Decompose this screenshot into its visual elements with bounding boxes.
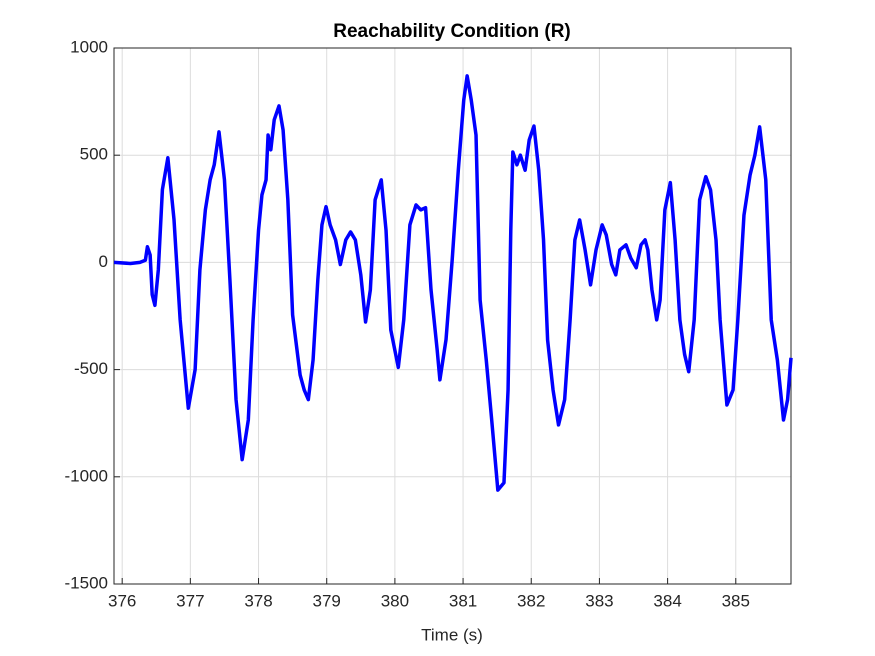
x-tick-label: 383 bbox=[585, 591, 613, 610]
data-line bbox=[113, 74, 793, 492]
y-tick-label: -1500 bbox=[65, 573, 108, 592]
y-tick-label: -1000 bbox=[65, 466, 108, 485]
x-tick-label: 384 bbox=[653, 591, 681, 610]
y-tick-label: -500 bbox=[74, 359, 108, 378]
y-tick-label: 1000 bbox=[70, 37, 108, 56]
plot-frame bbox=[113, 47, 792, 585]
x-tick-label: 376 bbox=[108, 591, 136, 610]
x-axis-label: Time (s) bbox=[421, 625, 483, 644]
y-tick-label: 0 bbox=[99, 252, 108, 271]
x-tick-label: 380 bbox=[381, 591, 409, 610]
x-tick-label: 379 bbox=[313, 591, 341, 610]
x-tick-label: 378 bbox=[244, 591, 272, 610]
y-tick-label: 500 bbox=[80, 145, 108, 164]
x-tick-label: 382 bbox=[517, 591, 545, 610]
chart-title: Reachability Condition (R) bbox=[333, 21, 571, 42]
x-tick-label: 385 bbox=[722, 591, 750, 610]
x-tick-label: 377 bbox=[176, 591, 204, 610]
x-tick-label: 381 bbox=[449, 591, 477, 610]
